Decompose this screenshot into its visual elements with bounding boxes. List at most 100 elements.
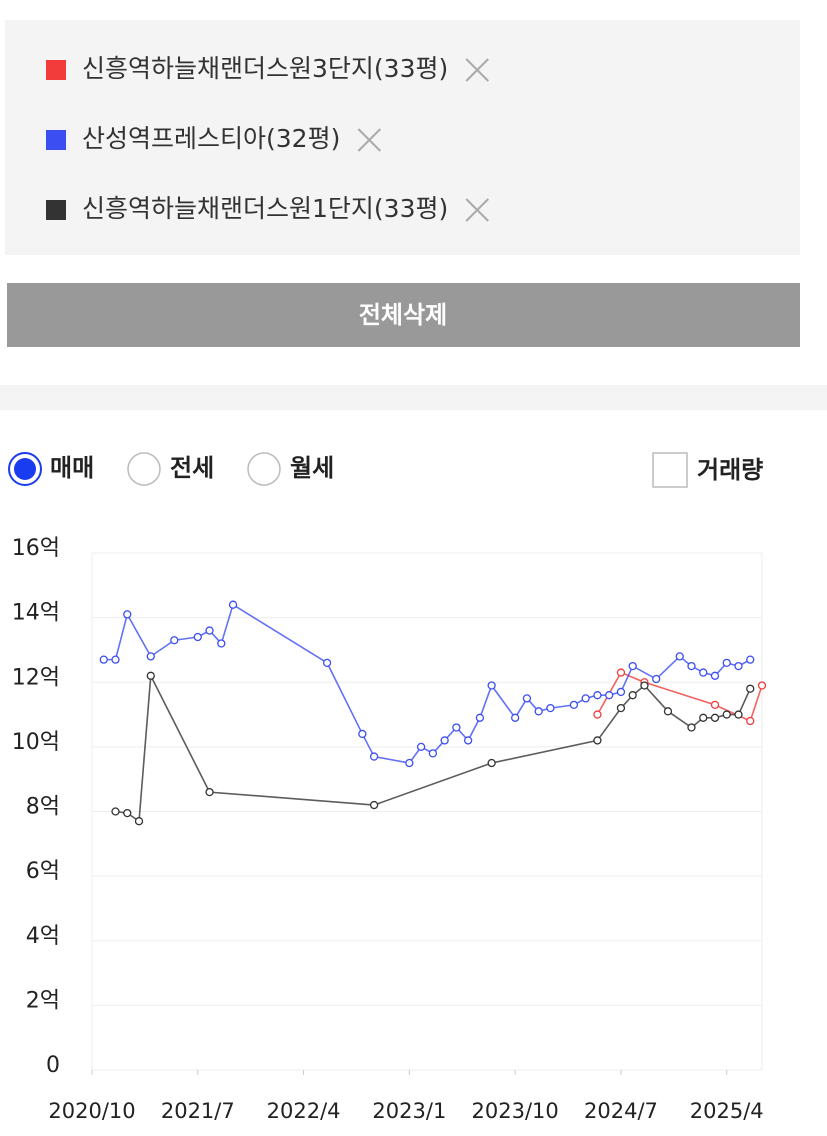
remove-icon[interactable] bbox=[465, 198, 489, 222]
legend-swatch bbox=[46, 130, 66, 150]
delete-all-label[interactable]: 전체삭제 bbox=[359, 301, 447, 329]
y-tick-label: 8억 bbox=[26, 795, 60, 820]
point[interactable] bbox=[593, 710, 602, 719]
series-line bbox=[596, 671, 763, 723]
point[interactable] bbox=[710, 700, 720, 710]
tab-label[interactable]: 월세 bbox=[290, 454, 334, 482]
y-tick-label: 6억 bbox=[26, 859, 60, 884]
legend-swatch bbox=[46, 200, 66, 220]
point[interactable] bbox=[593, 736, 602, 745]
point[interactable] bbox=[593, 691, 602, 700]
point[interactable] bbox=[640, 681, 649, 690]
point[interactable] bbox=[734, 710, 743, 719]
checkbox-label[interactable]: 거래량 bbox=[697, 456, 763, 484]
y-tick-label: 14억 bbox=[12, 601, 60, 626]
point[interactable] bbox=[146, 671, 155, 680]
point[interactable] bbox=[205, 626, 214, 635]
point[interactable] bbox=[217, 639, 226, 648]
point[interactable] bbox=[616, 703, 626, 713]
point[interactable] bbox=[652, 674, 661, 684]
point[interactable] bbox=[452, 723, 461, 732]
point[interactable] bbox=[369, 800, 379, 810]
point[interactable] bbox=[511, 713, 520, 722]
point[interactable] bbox=[522, 694, 532, 703]
point[interactable] bbox=[605, 691, 614, 700]
x-tick-label: 2024/7 bbox=[584, 1099, 658, 1123]
point[interactable] bbox=[205, 787, 214, 797]
point[interactable] bbox=[746, 655, 755, 664]
point[interactable] bbox=[710, 671, 720, 680]
point[interactable] bbox=[628, 691, 637, 700]
point[interactable] bbox=[663, 707, 673, 716]
point[interactable] bbox=[369, 752, 379, 761]
y-tick-label: 0 bbox=[46, 1053, 60, 1078]
point[interactable] bbox=[616, 668, 626, 677]
y-tick-label: 16억 bbox=[12, 536, 60, 561]
point[interactable] bbox=[746, 716, 755, 726]
point[interactable] bbox=[146, 652, 155, 661]
point[interactable] bbox=[616, 687, 626, 697]
remove-icon[interactable] bbox=[357, 128, 382, 152]
x-tick-label: 2021/7 bbox=[161, 1099, 235, 1123]
point[interactable] bbox=[111, 807, 120, 816]
point[interactable] bbox=[746, 684, 755, 693]
point[interactable] bbox=[710, 713, 720, 722]
legend-label: 신흥역하늘채랜더스원1단지(33평) bbox=[82, 194, 448, 223]
point[interactable] bbox=[734, 661, 743, 671]
point[interactable] bbox=[228, 600, 238, 609]
point[interactable] bbox=[675, 652, 684, 661]
remove-icon[interactable] bbox=[465, 58, 489, 82]
point[interactable] bbox=[487, 681, 496, 690]
delete-all-button[interactable] bbox=[7, 283, 800, 347]
point[interactable] bbox=[699, 668, 708, 677]
point[interactable] bbox=[440, 736, 449, 745]
x-tick-label: 2025/4 bbox=[690, 1099, 764, 1123]
point[interactable] bbox=[546, 703, 555, 713]
legend-swatch bbox=[46, 60, 66, 80]
radio[interactable] bbox=[127, 452, 161, 486]
tab-label[interactable]: 전세 bbox=[170, 454, 214, 482]
point[interactable] bbox=[722, 658, 731, 668]
point[interactable] bbox=[628, 661, 637, 671]
y-tick-label: 2억 bbox=[26, 988, 60, 1013]
legend-panel bbox=[5, 20, 800, 255]
divider bbox=[0, 385, 827, 410]
point[interactable] bbox=[699, 713, 708, 722]
point[interactable] bbox=[581, 694, 590, 703]
point[interactable] bbox=[111, 655, 120, 664]
point[interactable] bbox=[193, 632, 202, 642]
x-tick-label: 2023/1 bbox=[372, 1099, 446, 1123]
point[interactable] bbox=[534, 707, 543, 716]
x-tick-label: 2023/10 bbox=[472, 1099, 559, 1123]
series-line bbox=[115, 672, 751, 823]
point[interactable] bbox=[170, 636, 179, 645]
y-tick-label: 12억 bbox=[12, 665, 60, 690]
point[interactable] bbox=[487, 758, 496, 768]
point[interactable] bbox=[322, 658, 332, 668]
point[interactable] bbox=[687, 723, 696, 732]
series-line bbox=[103, 603, 751, 764]
point[interactable] bbox=[99, 655, 108, 664]
point[interactable] bbox=[428, 749, 438, 758]
x-tick-label: 2022/4 bbox=[267, 1099, 341, 1123]
radio[interactable] bbox=[247, 452, 281, 486]
point[interactable] bbox=[757, 681, 767, 690]
checkbox[interactable] bbox=[652, 452, 688, 488]
point[interactable] bbox=[569, 700, 579, 710]
point[interactable] bbox=[123, 808, 132, 818]
tab-label[interactable]: 매매 bbox=[50, 454, 94, 482]
point[interactable] bbox=[722, 710, 731, 719]
point[interactable] bbox=[134, 817, 144, 826]
point[interactable] bbox=[475, 713, 485, 722]
y-tick-label: 10억 bbox=[12, 730, 60, 755]
legend-label: 신흥역하늘채랜더스원3단지(33평) bbox=[82, 54, 448, 83]
point[interactable] bbox=[405, 758, 414, 768]
point[interactable] bbox=[416, 742, 426, 752]
point[interactable] bbox=[463, 736, 473, 745]
point[interactable] bbox=[358, 729, 367, 739]
point[interactable] bbox=[123, 610, 132, 619]
point[interactable] bbox=[687, 661, 696, 671]
x-tick-label: 2020/10 bbox=[48, 1099, 135, 1123]
